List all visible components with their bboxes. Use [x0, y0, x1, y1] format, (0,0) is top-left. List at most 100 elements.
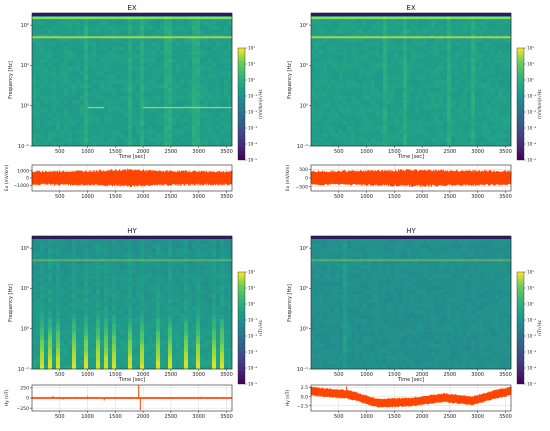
spectrogram-cell — [319, 125, 324, 130]
spectrogram-cell — [479, 137, 484, 143]
spectrogram-cell — [52, 71, 57, 76]
spectrogram-cell — [164, 273, 169, 278]
spectrogram-cell — [156, 298, 161, 303]
spectrogram-cell — [168, 265, 173, 270]
spectrogram-cell — [387, 21, 392, 26]
spectrogram-cell — [132, 108, 137, 114]
spectrogram-cell — [168, 248, 173, 253]
spectrogram-cell — [72, 240, 77, 245]
spectrogram-cell — [132, 17, 137, 22]
spectrogram-cell — [375, 58, 380, 64]
spectrogram-cell — [148, 29, 153, 35]
spectrogram-cell — [80, 121, 85, 126]
spectrogram-cell — [184, 42, 189, 47]
spectrogram-cell — [40, 277, 45, 283]
spectrogram-cell — [507, 87, 512, 93]
spectrogram-cell — [471, 75, 476, 80]
spectrogram-cell — [92, 327, 97, 332]
spectrogram-cell — [467, 125, 472, 130]
spectrogram-cell — [40, 265, 45, 270]
spectrogram-cell — [76, 104, 81, 109]
spectrogram-cell — [483, 50, 488, 55]
spectrogram-cell — [164, 294, 169, 299]
spectrogram-cell — [120, 310, 125, 316]
spectrogram-cell — [160, 290, 165, 295]
spectrogram-cell — [339, 104, 344, 109]
x-tick-label: 3000 — [192, 372, 205, 378]
spectrogram-cell — [423, 108, 428, 114]
spectrogram-cell — [60, 29, 65, 35]
spectrogram-cell — [351, 83, 356, 89]
spectrogram-cell — [32, 79, 37, 84]
spectrogram-cell — [196, 58, 201, 64]
spectrogram-cell — [351, 87, 356, 93]
spectrogram-cell — [439, 46, 444, 51]
spectrogram-cell — [347, 116, 352, 122]
spectrogram-cell — [140, 33, 145, 39]
spectrogram-cell — [72, 17, 77, 22]
spectrogram-cell — [164, 306, 169, 312]
spectrogram-cell — [367, 112, 372, 118]
spectrogram-cell — [52, 277, 57, 283]
spectrogram-cell — [483, 91, 488, 97]
spectrogram-cell — [68, 240, 73, 245]
spectrogram-cell — [108, 42, 113, 47]
spectrogram-cell — [192, 37, 197, 43]
spectrogram-cell — [499, 87, 504, 93]
spectrogram-cell — [116, 244, 121, 249]
spectrogram-cell — [156, 344, 161, 349]
spectrogram-cell — [224, 125, 229, 130]
spectrogram-cell — [132, 62, 137, 68]
spectrogram-cell — [156, 323, 161, 328]
spectrogram-cell — [168, 112, 173, 118]
spectrogram-cell — [76, 327, 81, 332]
spectrogram-cell — [180, 248, 185, 253]
spectrogram-cell — [224, 360, 229, 366]
spectrogram-cell — [48, 54, 53, 60]
spectrogram-cell — [80, 125, 85, 130]
spectrogram-cell — [403, 96, 408, 101]
spectrogram-cell — [32, 248, 37, 253]
spectrogram-cell — [184, 25, 189, 30]
spectrogram-cell — [208, 116, 213, 122]
spectrogram-cell — [467, 141, 472, 147]
spectrogram-cell — [88, 302, 93, 307]
spectrogram-cell — [52, 121, 57, 126]
spectrogram-cell — [84, 356, 89, 361]
spectrogram-cell — [355, 125, 360, 130]
colorbar-gradient — [237, 47, 246, 161]
spectrogram-cell — [467, 46, 472, 51]
spectrogram-cell — [156, 37, 161, 43]
spectrogram-cell — [415, 67, 420, 72]
spectrogram-cell — [68, 277, 73, 283]
spectrogram-cell — [499, 141, 504, 147]
spectrogram-cell — [144, 277, 149, 283]
spectrogram-cell — [184, 273, 189, 278]
spectrogram-cell — [108, 125, 113, 130]
spectrogram-cell — [212, 21, 217, 26]
spectrogram-cell — [44, 108, 49, 114]
spectrogram-cell — [347, 96, 352, 101]
spectrogram-cell — [439, 71, 444, 76]
spectrogram-cell — [415, 112, 420, 118]
spectrogram-cell — [200, 87, 205, 93]
spectrogram-cell — [315, 17, 320, 22]
spectrogram-cell — [72, 323, 77, 328]
spectrogram-cell — [379, 21, 384, 26]
spectrogram-cell — [160, 344, 165, 349]
spectrogram-cell — [84, 314, 89, 320]
spectrogram-cell — [172, 364, 177, 370]
spectrogram-cell — [228, 91, 233, 97]
spectrogram-cell — [411, 50, 416, 55]
spectrogram-cell — [132, 348, 137, 353]
spectrogram-cell — [104, 285, 109, 291]
spectrogram-cell — [92, 319, 97, 324]
spectrogram-cell — [228, 256, 233, 262]
spectrogram-cell — [435, 91, 440, 97]
spectrogram-cell — [323, 33, 328, 39]
spectrogram-cell — [88, 277, 93, 283]
spectrogram-cell — [160, 335, 165, 341]
spectrogram-cell — [491, 116, 496, 122]
spectrogram-cell — [367, 58, 372, 64]
spectrogram-cell — [407, 71, 412, 76]
